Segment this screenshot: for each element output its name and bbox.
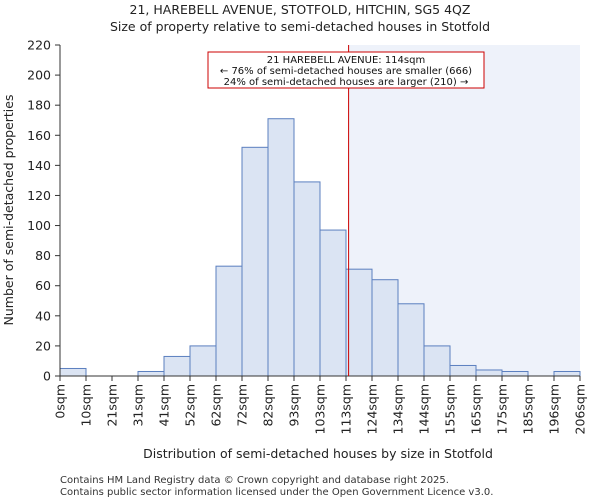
y-tick-label: 40 [35, 308, 51, 323]
x-tick-label: 175sqm [495, 384, 510, 434]
annotation-line-3: 24% of semi-detached houses are larger (… [224, 77, 469, 88]
x-tick-label: 134sqm [391, 384, 406, 434]
y-tick-label: 80 [35, 248, 51, 263]
x-tick-label: 0sqm [53, 384, 68, 419]
x-tick-label: 103sqm [313, 384, 328, 434]
annotation-line-2: ← 76% of semi-detached houses are smalle… [220, 66, 472, 77]
bar-113sqm [345, 268, 373, 377]
x-tick-label: 41sqm [157, 384, 172, 427]
y-axis-label: Number of semi-detached properties [1, 95, 16, 326]
chart-title: 21, HAREBELL AVENUE, STOTFOLD, HITCHIN, … [130, 2, 471, 17]
bar-144sqm [423, 345, 451, 377]
footer-line-1: Contains HM Land Registry data © Crown c… [60, 475, 449, 486]
x-tick-label: 124sqm [365, 384, 380, 434]
x-tick-label: 165sqm [469, 384, 484, 434]
x-tick-label: 196sqm [547, 384, 562, 434]
y-tick-label: 100 [27, 218, 51, 233]
bar-31sqm [137, 370, 165, 377]
y-tick-label: 0 [43, 369, 51, 384]
y-tick-label: 20 [35, 338, 51, 353]
y-tick-label: 120 [27, 188, 51, 203]
bar-62sqm [215, 265, 243, 377]
x-tick-label: 93sqm [287, 384, 302, 427]
bar-93sqm [293, 181, 321, 377]
bar-82sqm [267, 118, 295, 377]
bar-41sqm [163, 355, 191, 377]
annotation-line-1: 21 HAREBELL AVENUE: 114sqm [267, 55, 425, 66]
bar-165sqm [475, 369, 503, 377]
x-tick-label: 185sqm [521, 384, 536, 434]
y-tick-label: 160 [27, 128, 51, 143]
bar-0sqm [59, 367, 87, 377]
x-tick-label: 31sqm [131, 384, 146, 427]
bar-196sqm [553, 370, 581, 377]
x-tick-label: 206sqm [573, 384, 588, 434]
bar-134sqm [397, 303, 425, 377]
bar-175sqm [501, 370, 529, 377]
y-tick-label: 220 [27, 38, 51, 53]
x-tick-label: 144sqm [417, 384, 432, 434]
x-tick-label: 82sqm [261, 384, 276, 427]
bar-124sqm [371, 279, 399, 377]
x-tick-label: 113sqm [339, 384, 354, 434]
x-tick-label: 10sqm [79, 384, 94, 427]
bar-103sqm [319, 229, 347, 377]
bar-72sqm [241, 146, 269, 377]
y-tick-label: 180 [27, 98, 51, 113]
bar-52sqm [189, 345, 217, 377]
x-axis-label: Distribution of semi-detached houses by … [143, 446, 493, 461]
annotation-box: 21 HAREBELL AVENUE: 114sqm ← 76% of semi… [207, 51, 485, 89]
x-tick-label: 72sqm [235, 384, 250, 427]
y-tick-label: 60 [35, 278, 51, 293]
x-tick-label: 52sqm [183, 384, 198, 427]
y-tick-label: 200 [27, 68, 51, 83]
chart-subtitle: Size of property relative to semi-detach… [110, 19, 490, 34]
y-tick-label: 140 [27, 158, 51, 173]
x-tick-label: 62sqm [209, 384, 224, 427]
bar-155sqm [449, 364, 477, 377]
x-tick-label: 155sqm [443, 384, 458, 434]
x-tick-label: 21sqm [105, 384, 120, 427]
footer-line-2: Contains public sector information licen… [60, 487, 493, 498]
